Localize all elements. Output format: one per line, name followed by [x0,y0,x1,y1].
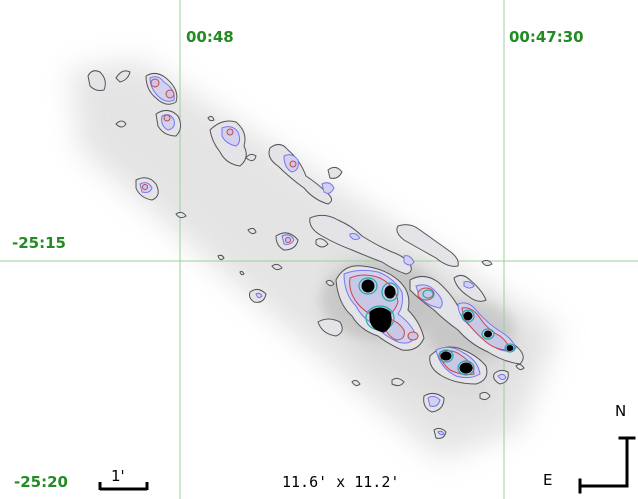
ra-label-00-47-30: 00:47:30 [509,28,584,46]
scale-bar [98,482,149,491]
dec-label-25-15: -25:15 [12,234,66,252]
contours-core [361,279,514,374]
compass-icon [578,436,636,494]
dec-label-25-20: -25:20 [14,473,68,491]
field-of-view-readout: 11.6' x 11.2' [282,473,400,491]
compass-east-label: E [543,471,553,489]
scale-bar-label: 1' [111,467,125,485]
ra-label-00-48: 00:48 [186,28,234,46]
compass-north-label: N [615,402,627,420]
